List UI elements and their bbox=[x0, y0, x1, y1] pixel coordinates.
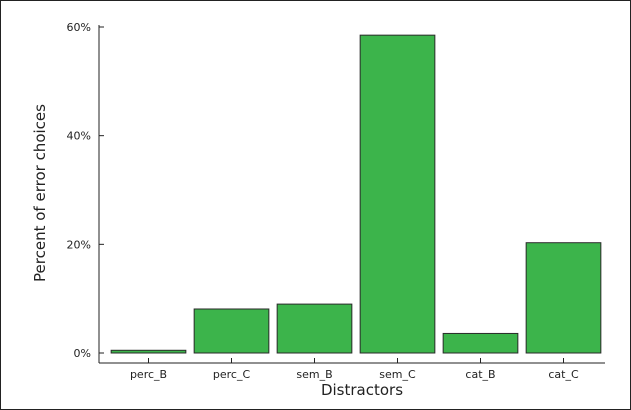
bar-cat_B bbox=[442, 332, 519, 354]
x-tick-label-cat_B: cat_B bbox=[465, 368, 495, 381]
bar-cat_C bbox=[525, 242, 602, 354]
y-tick-label: 60% bbox=[67, 21, 91, 34]
y-tick-label: 40% bbox=[67, 130, 91, 143]
bar-sem_C bbox=[359, 34, 436, 354]
x-tick-label-sem_B: sem_B bbox=[296, 368, 332, 381]
bar-sem_B bbox=[276, 303, 353, 354]
bars-group bbox=[110, 34, 602, 354]
x-axis: perc_B perc_C sem_B sem_C cat_B cat_C bbox=[99, 358, 605, 381]
bar-perc_B bbox=[110, 349, 187, 354]
x-tick-label-perc_B: perc_B bbox=[130, 368, 167, 381]
y-axis-label: Percent of error choices bbox=[31, 104, 49, 282]
y-axis: 0% 20% 40% 60% bbox=[67, 21, 104, 363]
bar-perc_C bbox=[193, 308, 270, 354]
x-tick-label-sem_C: sem_C bbox=[379, 368, 416, 381]
x-tick-label-cat_C: cat_C bbox=[548, 368, 579, 381]
x-axis-label: Distractors bbox=[321, 381, 403, 399]
y-tick-label: 0% bbox=[74, 347, 91, 360]
x-tick-label-perc_C: perc_C bbox=[213, 368, 251, 381]
y-tick-label: 20% bbox=[67, 238, 91, 251]
